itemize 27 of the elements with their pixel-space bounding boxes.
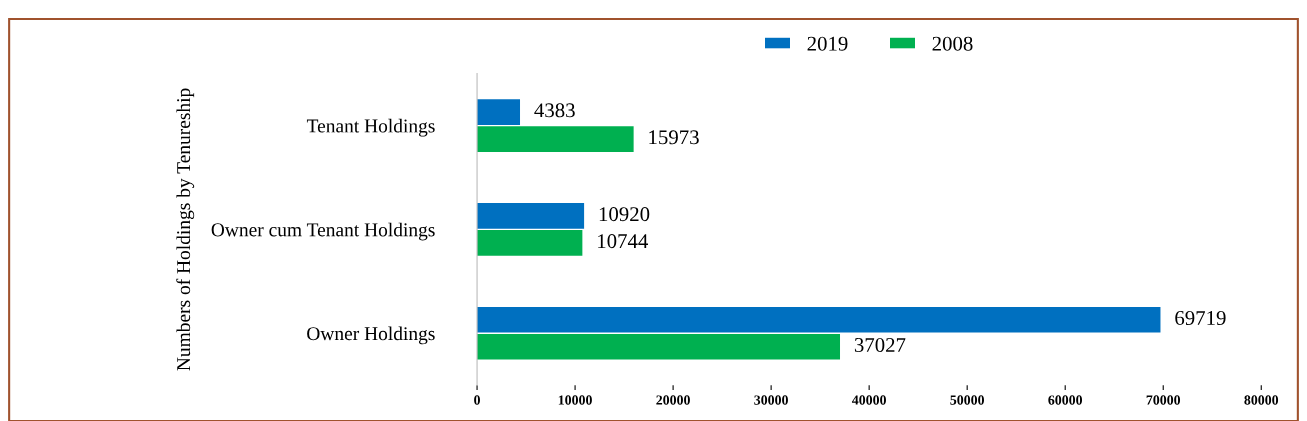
x-tick-label: 50000 xyxy=(950,395,985,405)
data-label: 37027 xyxy=(854,337,906,353)
y-tick-label: Owner cum Tenant Holdings xyxy=(211,222,435,241)
legend-label: 2008 xyxy=(932,36,973,51)
x-tick-label: 60000 xyxy=(1048,395,1083,405)
data-label: 15973 xyxy=(649,130,699,145)
x-tick-label: 10000 xyxy=(558,395,592,405)
x-tick-label: 0 xyxy=(474,395,480,405)
bar xyxy=(477,99,521,125)
bar xyxy=(477,203,585,229)
data-label: 10920 xyxy=(599,207,650,222)
data-label: 10744 xyxy=(598,234,649,249)
x-tick-label: 80000 xyxy=(1244,395,1279,405)
x-tick-label: 30000 xyxy=(754,395,788,405)
bar xyxy=(477,126,634,152)
x-tick-label: 20000 xyxy=(656,395,690,405)
x-tick-label: 70000 xyxy=(1146,395,1181,405)
data-label: 4383 xyxy=(534,103,575,118)
y-axis-title: Numbers of Holdings by Tenureship xyxy=(176,88,195,371)
x-tick-label: 40000 xyxy=(851,395,886,405)
data-label: 69719 xyxy=(1175,311,1226,326)
y-tick-label: Owner Holdings xyxy=(307,326,435,345)
bar xyxy=(477,333,841,360)
y-tick-label: Tenant Holdings xyxy=(306,118,435,137)
bar xyxy=(477,306,1161,333)
bar xyxy=(477,230,583,256)
legend-label: 2019 xyxy=(807,36,848,51)
